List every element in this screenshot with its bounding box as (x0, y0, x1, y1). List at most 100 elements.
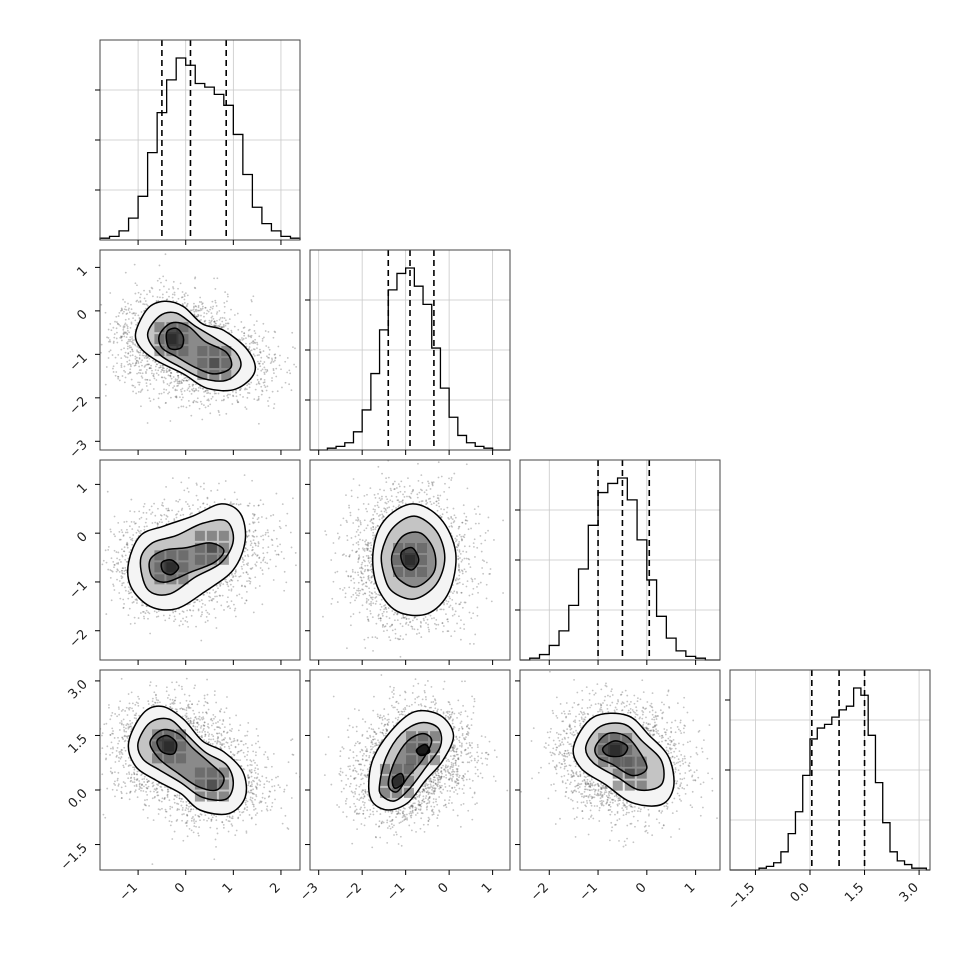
scatter-point (211, 598, 214, 600)
scatter-point (120, 362, 123, 365)
scatter-point (236, 312, 239, 315)
scatter-point (125, 331, 128, 334)
scatter-point (178, 498, 181, 501)
scatter-point (290, 546, 293, 549)
scatter-point (154, 365, 157, 368)
scatter-point (118, 379, 121, 382)
scatter-point (249, 335, 252, 338)
scatter-point (195, 494, 198, 497)
scatter-point (125, 342, 128, 344)
scatter-point (177, 406, 180, 409)
scatter-point (146, 360, 149, 363)
scatter-point (281, 386, 283, 389)
scatter-point (130, 340, 133, 343)
scatter-point (73, 291, 75, 293)
scatter-point (200, 615, 202, 618)
scatter-point (204, 406, 207, 409)
scatter-point (241, 597, 243, 599)
scatter-point (203, 593, 205, 596)
scatter-point (101, 563, 104, 566)
scatter-point (148, 612, 151, 615)
scatter-point (131, 537, 134, 540)
scatter-point (198, 301, 201, 303)
scatter-point (247, 534, 250, 537)
scatter-point (180, 296, 183, 299)
scatter-point (211, 307, 214, 310)
scatter-point (104, 311, 107, 314)
scatter-point (124, 318, 127, 321)
scatter-point (112, 371, 115, 373)
scatter-point (164, 619, 167, 622)
y-tick-label: −1 (67, 351, 91, 375)
scatter-point (209, 403, 212, 406)
scatter-point (181, 291, 184, 293)
scatter-point (116, 331, 118, 334)
scatter-point (255, 564, 258, 567)
scatter-point (222, 399, 225, 402)
scatter-point (130, 322, 133, 325)
scatter-point (192, 605, 195, 607)
scatter-point (113, 549, 116, 552)
scatter-point (94, 359, 96, 361)
scatter-point (136, 350, 139, 353)
scatter-point (236, 594, 238, 597)
scatter-point (128, 311, 131, 314)
scatter-point (199, 400, 202, 403)
scatter-point (216, 277, 219, 280)
scatter-point (180, 481, 183, 484)
scatter-point (147, 611, 150, 614)
scatter-point (187, 387, 190, 390)
scatter-point (242, 561, 244, 563)
scatter-point (208, 592, 211, 594)
scatter-point (107, 545, 110, 548)
scatter-point (241, 338, 244, 341)
y-tick-label: 1 (74, 264, 90, 280)
scatter-point (162, 366, 164, 369)
scatter-point (213, 277, 215, 280)
scatter-point (171, 296, 174, 299)
scatter-point (137, 301, 140, 303)
scatter-point (220, 582, 223, 584)
scatter-point (127, 592, 130, 595)
scatter-point (160, 368, 163, 371)
scatter-point (121, 309, 123, 312)
scatter-point (271, 359, 274, 361)
scatter-point (215, 322, 217, 325)
scatter-point (248, 577, 251, 579)
scatter-point (172, 376, 175, 378)
scatter-point (121, 582, 124, 585)
scatter-point (247, 329, 250, 332)
scatter-point (170, 371, 172, 374)
scatter-point (126, 531, 129, 534)
scatter-point (206, 496, 209, 499)
scatter-point (188, 507, 191, 510)
scatter-point (265, 517, 268, 520)
scatter-point (132, 390, 134, 393)
scatter-point (157, 405, 160, 408)
scatter-point (209, 306, 212, 309)
scatter-point (170, 377, 173, 380)
scatter-point (244, 555, 247, 557)
scatter-point (239, 503, 242, 506)
scatter-point (211, 599, 213, 602)
scatter-point (255, 320, 258, 322)
scatter-point (240, 321, 243, 323)
scatter-point (271, 390, 274, 393)
scatter-point (193, 389, 196, 392)
scatter-point (112, 583, 115, 586)
scatter-point (118, 311, 121, 314)
scatter-point (169, 374, 172, 377)
scatter-point (243, 326, 246, 329)
scatter-point (250, 341, 253, 344)
scatter-point (130, 303, 132, 306)
scatter-point (132, 534, 135, 536)
scatter-point (160, 281, 162, 284)
scatter-point (202, 593, 205, 596)
scatter-point (195, 388, 197, 390)
scatter-point (265, 345, 268, 347)
scatter-point (156, 523, 159, 526)
scatter-point (268, 353, 271, 356)
scatter-point (246, 554, 249, 556)
scatter-point (131, 543, 134, 546)
scatter-point (109, 323, 112, 325)
